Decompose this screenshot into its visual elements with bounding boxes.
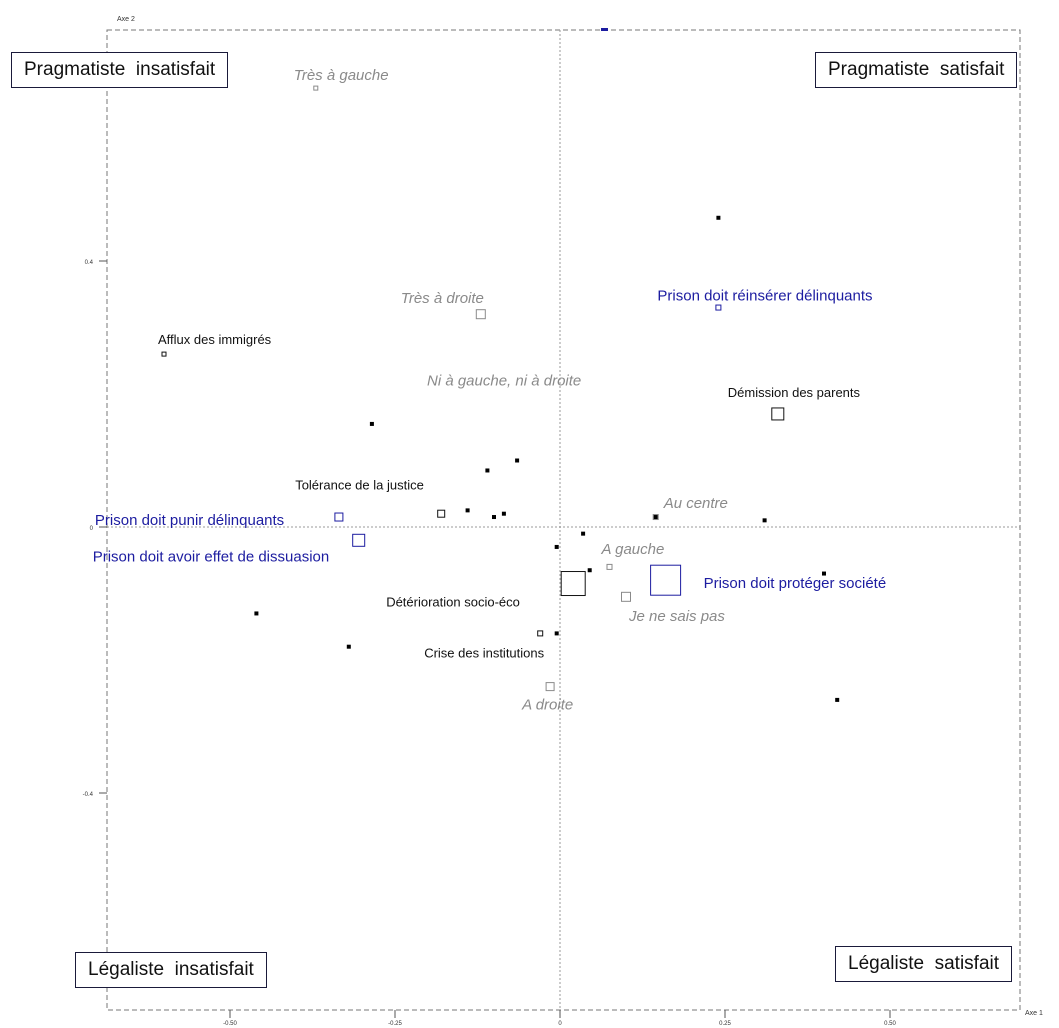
category-point [437,509,446,518]
category-point [334,512,344,522]
point-label: Prison doit avoir effet de dissuasion [93,548,330,565]
x-tick-label: 0.25 [719,1021,731,1027]
individual-point [501,511,506,516]
point-label: Je ne sais pas [628,608,725,625]
category-point [715,304,722,311]
category-point [161,351,167,357]
point-label: Prison doit protéger société [704,575,887,592]
point-label: Détérioration socio-éco [386,595,520,610]
y-tick-label: -0.4 [83,792,94,798]
category-point [537,630,544,637]
individual-point [369,421,374,426]
individual-point [485,468,490,473]
individual-point [835,697,840,702]
category-point [606,563,613,570]
individual-point [554,544,559,549]
individual-point [492,515,496,520]
point-label: Prison doit réinsérer délinquants [657,288,872,305]
point-label: Très à gauche [294,67,389,84]
individual-point [822,571,826,576]
quadrant-top-left: Pragmatiste insatisfait [11,52,229,88]
individual-point [762,518,767,523]
y-axis-title: Axe 2 [117,16,135,23]
individual-point [653,515,658,520]
quadrant-bottom-right: Légaliste satisfait [835,946,1013,982]
category-point [621,591,631,602]
individual-point [554,631,559,636]
point-label: A gauche [601,541,665,558]
individual-point [346,644,351,649]
individual-point [587,568,592,573]
x-tick-label: -0.25 [388,1021,402,1027]
point-label: Crise des institutions [424,645,544,660]
plot-frame [106,29,1021,1011]
axis-marker [601,28,608,31]
x-axis-title: Axe 1 [1025,1010,1043,1017]
y-tick-label: 0 [90,526,94,532]
point-label: Ni à gauche, ni à droite [427,373,581,390]
category-point [313,85,319,91]
y-tick-label: 0.4 [85,260,94,266]
point-label: Tolérance de la justice [295,478,424,493]
individual-point [254,611,259,616]
individual-point [515,458,520,463]
category-point [652,514,659,521]
x-tick-label: 0 [558,1021,562,1027]
point-label: Prison doit punir délinquants [95,512,284,529]
x-tick-label: -0.50 [223,1021,237,1027]
quadrant-top-right: Pragmatiste satisfait [815,52,1018,88]
category-point [771,407,785,421]
point-label: Démission des parents [728,385,861,400]
category-point [650,564,682,596]
category-point [352,533,366,547]
category-point [560,571,586,597]
category-point [545,682,555,692]
point-label: Très à droite [401,290,484,307]
individual-point [581,531,586,536]
point-label: Au centre [663,495,728,512]
individual-point [465,508,470,513]
quadrant-bottom-left: Légaliste insatisfait [75,952,267,988]
point-label: Afflux des immigrés [158,332,272,347]
individual-point [716,215,721,220]
x-tick-label: 0.50 [884,1021,896,1027]
point-label: A droite [521,697,573,714]
category-point [475,309,486,320]
